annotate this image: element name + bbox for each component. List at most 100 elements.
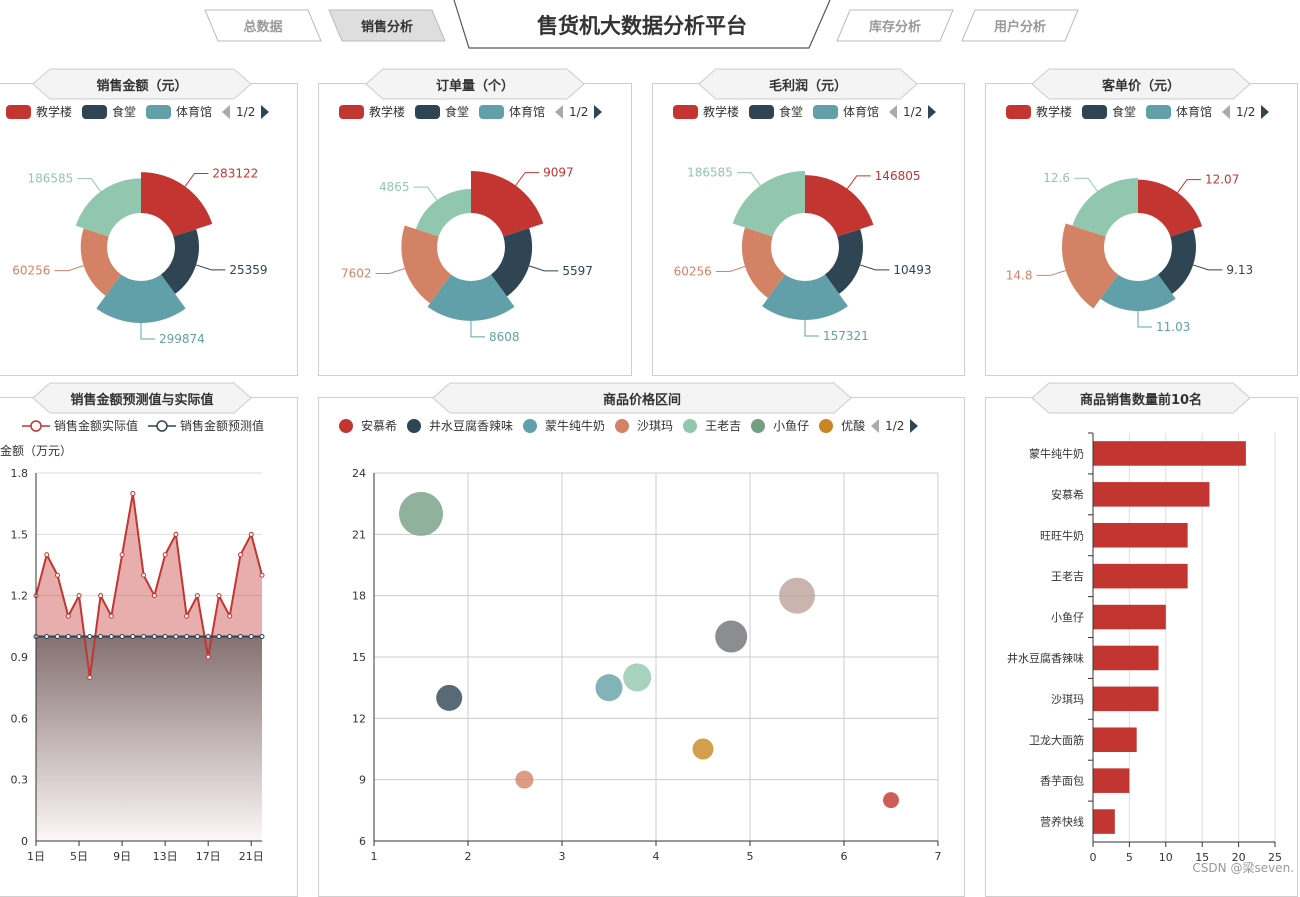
legend-item[interactable]: 王老吉 [683,417,741,434]
scatter-point[interactable] [623,663,652,692]
donut-slice[interactable] [1072,177,1138,237]
next-page-icon[interactable] [261,104,270,119]
tab-sales[interactable]: 销售分析 [328,9,446,42]
data-point[interactable] [76,593,82,599]
data-point[interactable] [119,634,125,640]
bar[interactable] [1093,441,1246,466]
bar[interactable] [1093,727,1137,753]
bar[interactable] [1093,563,1188,589]
donut-slice[interactable] [75,178,141,237]
donut-slice[interactable] [1138,179,1203,237]
bar[interactable] [1093,482,1210,507]
legend-item[interactable]: 优酸 [819,417,865,434]
donut-slice[interactable] [1062,223,1119,309]
legend-item[interactable]: 食堂 [82,103,136,120]
legend-item[interactable]: 体育馆 [1146,103,1212,120]
legend-item[interactable]: 食堂 [749,103,803,120]
donut-slice[interactable] [427,274,515,321]
donut-slice[interactable] [471,171,544,237]
donut-slice[interactable] [824,229,863,294]
data-point[interactable] [87,674,93,680]
data-point[interactable] [205,634,211,640]
data-point[interactable] [227,634,233,640]
data-point[interactable] [65,634,71,640]
data-point[interactable] [173,634,179,640]
data-point[interactable] [205,654,211,660]
prev-page-icon[interactable] [555,104,564,119]
donut-slice[interactable] [80,228,122,296]
prev-page-icon[interactable] [871,418,880,433]
legend-item[interactable]: 体育馆 [813,103,879,120]
donut-slice[interactable] [732,171,805,237]
bar[interactable] [1093,686,1159,712]
data-point[interactable] [87,634,93,640]
donut-slice[interactable] [741,227,786,299]
data-point[interactable] [173,531,179,537]
data-point[interactable] [130,634,136,640]
legend-item[interactable]: 体育馆 [479,103,545,120]
legend-item[interactable]: 销售金额实际值 [22,417,138,434]
donut-slice[interactable] [401,225,452,304]
legend-item[interactable]: 食堂 [415,103,469,120]
legend-item[interactable]: 沙琪玛 [615,417,673,434]
tab-inventory[interactable]: 库存分析 [836,9,954,42]
donut-slice[interactable] [490,228,533,297]
bar[interactable] [1093,522,1188,548]
tab-users[interactable]: 用户分析 [961,9,1079,42]
data-point[interactable] [248,531,254,537]
legend-item[interactable]: 教学楼 [6,103,72,120]
scatter-point[interactable] [779,577,815,614]
data-point[interactable] [194,634,200,640]
scatter-point[interactable] [399,491,443,536]
data-point[interactable] [55,634,61,640]
data-point[interactable] [259,572,265,578]
next-page-icon[interactable] [928,104,937,119]
prev-page-icon[interactable] [222,104,231,119]
data-point[interactable] [194,593,200,599]
donut-slice[interactable] [160,229,199,294]
donut-slice[interactable] [415,189,471,237]
donut-slice[interactable] [96,274,186,323]
bar[interactable] [1093,768,1130,793]
data-point[interactable] [216,634,222,640]
data-point[interactable] [141,572,147,578]
data-point[interactable] [162,634,168,640]
data-point[interactable] [55,572,61,578]
data-point[interactable] [44,634,50,640]
prev-page-icon[interactable] [1222,104,1231,119]
donut-slice[interactable] [141,172,213,237]
next-page-icon[interactable] [910,418,919,433]
data-point[interactable] [248,634,254,640]
scatter-point[interactable] [715,620,748,653]
data-point[interactable] [151,593,157,599]
data-point[interactable] [76,634,82,640]
data-point[interactable] [98,634,104,640]
data-point[interactable] [184,613,190,619]
data-point[interactable] [44,552,50,558]
legend-item[interactable]: 体育馆 [146,103,212,120]
data-point[interactable] [237,634,243,640]
scatter-point[interactable] [883,792,899,809]
donut-slice[interactable] [805,175,874,237]
legend-item[interactable]: 教学楼 [673,103,739,120]
legend-item[interactable]: 井水豆腐香辣味 [407,417,513,434]
data-point[interactable] [65,613,71,619]
prev-page-icon[interactable] [889,104,898,119]
data-point[interactable] [108,634,114,640]
data-point[interactable] [184,634,190,640]
data-point[interactable] [227,613,233,619]
scatter-point[interactable] [515,770,534,789]
legend-item[interactable]: 教学楼 [339,103,405,120]
data-point[interactable] [119,552,125,558]
data-point[interactable] [98,593,104,599]
bar[interactable] [1093,604,1166,630]
legend-item[interactable]: 蒙牛纯牛奶 [523,417,605,434]
data-point[interactable] [151,634,157,640]
donut-slice[interactable] [1157,229,1196,294]
legend-item[interactable]: 销售金额预测值 [148,417,264,434]
legend-item[interactable]: 小鱼仔 [751,417,809,434]
next-page-icon[interactable] [1261,104,1270,119]
legend-item[interactable]: 教学楼 [1006,103,1072,120]
data-point[interactable] [141,634,147,640]
donut-slice[interactable] [762,274,848,321]
